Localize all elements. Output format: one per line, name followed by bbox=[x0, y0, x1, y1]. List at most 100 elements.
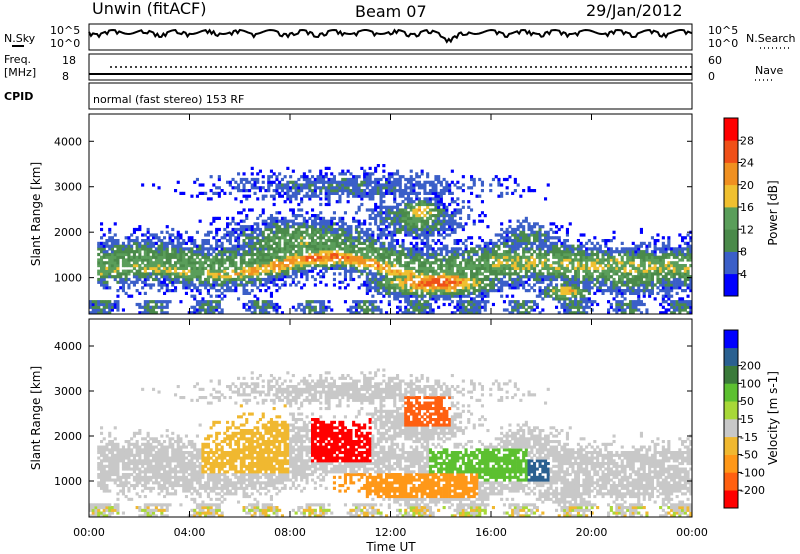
power-cell bbox=[269, 222, 273, 226]
power-cell bbox=[456, 186, 460, 190]
power-cell bbox=[146, 227, 150, 232]
power-cell bbox=[324, 283, 328, 287]
power-cell bbox=[190, 266, 194, 270]
power-cell bbox=[439, 286, 443, 290]
power-cell bbox=[483, 275, 487, 279]
power-cell bbox=[269, 219, 273, 223]
power-cell bbox=[354, 180, 358, 184]
power-cell bbox=[541, 241, 545, 245]
power-cell bbox=[582, 252, 586, 257]
power-cell bbox=[248, 252, 252, 257]
power-cell bbox=[568, 244, 572, 248]
power-cell bbox=[228, 183, 232, 187]
power-cell bbox=[601, 269, 605, 273]
power-cell bbox=[596, 250, 600, 254]
power-cell bbox=[228, 275, 232, 279]
power-cell bbox=[368, 300, 372, 304]
power-cell bbox=[437, 222, 441, 226]
power-cell bbox=[585, 302, 589, 307]
power-cell bbox=[250, 166, 254, 170]
power-cell bbox=[341, 230, 345, 234]
power-cell bbox=[533, 258, 537, 262]
power-cell bbox=[434, 269, 438, 273]
power-cell bbox=[319, 300, 323, 304]
power-cell bbox=[176, 241, 180, 245]
power-cell bbox=[316, 180, 320, 184]
power-cell bbox=[242, 189, 246, 193]
power-cell bbox=[212, 286, 216, 290]
power-cell bbox=[297, 230, 301, 234]
power-cell bbox=[398, 180, 402, 184]
power-cell bbox=[311, 250, 315, 254]
power-cell bbox=[461, 189, 465, 193]
power-cell bbox=[341, 247, 345, 251]
power-cell bbox=[423, 305, 427, 309]
power-cell bbox=[390, 250, 394, 254]
power-cell bbox=[648, 244, 652, 248]
power-cell bbox=[494, 244, 498, 248]
power-cell bbox=[420, 261, 424, 265]
power-cell bbox=[417, 311, 421, 315]
power-cell bbox=[434, 300, 438, 304]
power-cell bbox=[374, 189, 378, 193]
power-cell bbox=[198, 269, 202, 273]
power-cell bbox=[198, 247, 202, 251]
power-cell bbox=[297, 222, 301, 226]
power-cell bbox=[409, 169, 413, 173]
power-cell bbox=[250, 252, 254, 257]
power-cell bbox=[363, 230, 367, 234]
power-cell bbox=[152, 269, 156, 273]
power-cell bbox=[579, 305, 583, 309]
power-cell bbox=[354, 302, 358, 307]
power-cell bbox=[552, 286, 556, 290]
power-cell bbox=[478, 289, 482, 293]
power-cell bbox=[393, 227, 397, 232]
power-cell bbox=[184, 277, 188, 282]
power-cell bbox=[149, 258, 153, 262]
power-cell bbox=[396, 216, 400, 220]
power-cell bbox=[497, 233, 501, 237]
power-cell bbox=[571, 247, 575, 251]
power-cell bbox=[428, 183, 432, 187]
power-cell bbox=[453, 305, 457, 309]
power-cell bbox=[165, 311, 169, 315]
power-cell bbox=[343, 183, 347, 187]
power-cell bbox=[486, 264, 490, 268]
power-cell bbox=[206, 239, 210, 243]
power-cell bbox=[294, 222, 298, 226]
power-cell bbox=[234, 186, 238, 190]
power-cell bbox=[486, 291, 490, 295]
power-cell bbox=[585, 269, 589, 273]
power-cell bbox=[648, 289, 652, 293]
power-cell bbox=[152, 272, 156, 276]
power-cell bbox=[352, 266, 356, 270]
power-cell bbox=[179, 250, 183, 254]
power-cell bbox=[593, 283, 597, 287]
power-cell bbox=[631, 286, 635, 290]
power-cell bbox=[639, 252, 643, 257]
power-cell bbox=[132, 239, 136, 243]
power-cell bbox=[442, 289, 446, 293]
power-cell bbox=[555, 250, 559, 254]
power-cell bbox=[393, 286, 397, 290]
power-cell bbox=[267, 305, 271, 309]
power-cell bbox=[420, 283, 424, 287]
power-cell bbox=[415, 180, 419, 184]
power-cell bbox=[116, 258, 120, 262]
power-cell bbox=[459, 208, 463, 212]
power-cell bbox=[261, 250, 265, 254]
power-cell bbox=[105, 269, 109, 273]
power-cell bbox=[393, 216, 397, 220]
power-cell bbox=[409, 216, 413, 220]
power-cell bbox=[302, 272, 306, 276]
power-cell bbox=[130, 244, 134, 248]
power-cell bbox=[423, 222, 427, 226]
power-cell bbox=[385, 283, 389, 287]
power-cell bbox=[357, 311, 361, 315]
power-cell bbox=[363, 189, 367, 193]
power-cell bbox=[357, 236, 361, 240]
power-cell bbox=[491, 264, 495, 268]
power-cell bbox=[618, 302, 622, 307]
power-cell bbox=[420, 172, 424, 176]
power-cell bbox=[368, 166, 372, 170]
